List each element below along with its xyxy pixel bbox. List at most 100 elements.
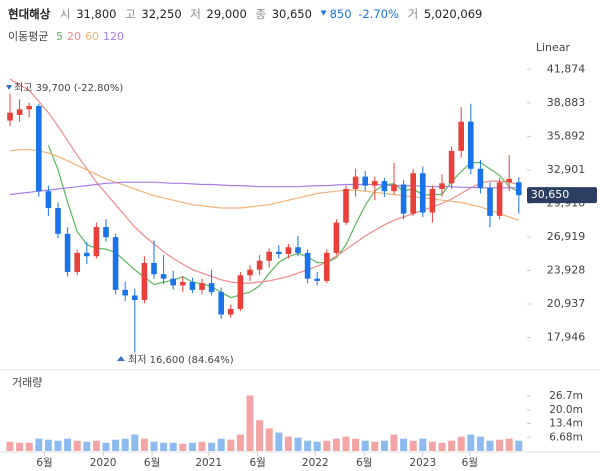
candle-body [132, 295, 138, 300]
volume-bar [284, 436, 292, 451]
volume-bar [44, 439, 52, 451]
high-value: 32,250 [141, 7, 181, 21]
volume-bar [25, 442, 33, 451]
volume-bar [54, 440, 62, 451]
volume-tick-label: 6.68m [549, 431, 583, 443]
x-tick-label: 2021 [195, 457, 222, 469]
x-tick-label: 2023 [409, 457, 436, 469]
last-price-label: 30,650 [531, 188, 570, 201]
volume-bar [179, 443, 187, 451]
volume-label: 거 [408, 7, 419, 21]
candle-body [448, 150, 455, 184]
low-value: 29,000 [207, 7, 247, 21]
candle-body [74, 252, 80, 272]
x-tick-label: 6월 [144, 457, 160, 469]
volume-bar [92, 440, 100, 451]
high-label: 고 [125, 7, 136, 21]
volume-bar [496, 439, 504, 451]
candle-body [333, 222, 340, 253]
volume-bar [121, 438, 129, 451]
volume-bar [342, 436, 350, 451]
low-marker [117, 356, 125, 361]
volume-bar [16, 442, 24, 451]
y-tick-label: 23,928 [547, 263, 586, 276]
volume-tick-label: 26.7m [549, 390, 583, 402]
ma-line [9, 181, 519, 196]
volume-bar [275, 432, 283, 451]
volume-bar [361, 440, 369, 451]
volume-bar [246, 395, 254, 451]
candle-body [256, 260, 263, 270]
candle-body [352, 176, 359, 189]
candle-body [285, 247, 292, 254]
volume-bar [380, 440, 388, 451]
ma-legend-item: 60 [85, 30, 99, 43]
volume-bar [140, 438, 148, 451]
volume-bar [409, 440, 417, 451]
candle-body [276, 251, 282, 254]
x-tick-label: 2020 [90, 457, 117, 469]
candle-body [208, 283, 215, 293]
candle-body [170, 278, 176, 286]
candle-body [372, 181, 378, 186]
candle-body [160, 274, 167, 279]
candle-body [304, 252, 311, 279]
low-label: 저 [190, 7, 201, 21]
candle-body [84, 252, 90, 257]
volume-bar [6, 441, 14, 451]
candle-body [247, 269, 253, 276]
open-label: 시 [60, 7, 71, 21]
candle-body [458, 121, 464, 151]
candle-body [93, 227, 100, 257]
ma-legend-item: 120 [103, 30, 124, 43]
header: 현대해상 시 31,800 고 32,250 저 29,000 종 30,650… [8, 7, 482, 21]
candle-body [180, 282, 186, 286]
ma-legend-title: 이동평균 [8, 30, 48, 43]
candle-body [189, 282, 196, 290]
volume-bar [371, 441, 379, 451]
scale-label: Linear [536, 41, 571, 54]
volume-bar [457, 436, 465, 451]
volume-bar [169, 442, 177, 451]
y-tick-label: 38,883 [547, 96, 586, 109]
x-tick-label: 6월 [356, 457, 372, 469]
x-tick-label: 6월 [250, 457, 266, 469]
volume-bar [73, 440, 81, 451]
ma-legend: 이동평균 5 20 60 120 [8, 30, 124, 43]
candle-body [7, 112, 13, 121]
candle-body [36, 105, 42, 192]
volume-bar [131, 434, 139, 451]
volume-bar [102, 442, 110, 451]
candle-body [228, 308, 234, 315]
candle-body [266, 251, 272, 261]
volume-title: 거래량 [12, 376, 42, 389]
x-tick-label: 6월 [36, 457, 52, 469]
volume-bar [438, 442, 446, 451]
candle-body [487, 187, 493, 216]
candle-body [516, 182, 522, 196]
candle-body [16, 109, 23, 115]
candle-body [400, 184, 407, 214]
candle-body [362, 176, 368, 186]
candle-body [314, 278, 320, 281]
volume-bar [332, 438, 340, 451]
last-price-tag [527, 187, 597, 204]
volume-bar [294, 437, 302, 451]
candle-body [26, 105, 32, 110]
volume-value: 5,020,069 [424, 7, 483, 21]
candle-body [45, 191, 52, 209]
volume-bar [188, 442, 196, 451]
candle-body [439, 183, 445, 189]
volume-tick-label: 20.0m [549, 404, 583, 416]
candle-body [122, 289, 128, 296]
candle-body [324, 252, 330, 281]
stock-name: 현대해상 [8, 7, 51, 21]
y-tick-label: 41,874 [547, 62, 586, 75]
y-tick-label: 20,937 [547, 297, 586, 310]
y-tick-label: 32,901 [547, 163, 586, 176]
annotation: 최저 16,600 (84.64%) [128, 354, 234, 366]
volume-bar [419, 438, 427, 451]
volume-bar [304, 440, 312, 451]
volume-bar [112, 439, 120, 451]
y-tick-label: 17,946 [547, 331, 586, 344]
